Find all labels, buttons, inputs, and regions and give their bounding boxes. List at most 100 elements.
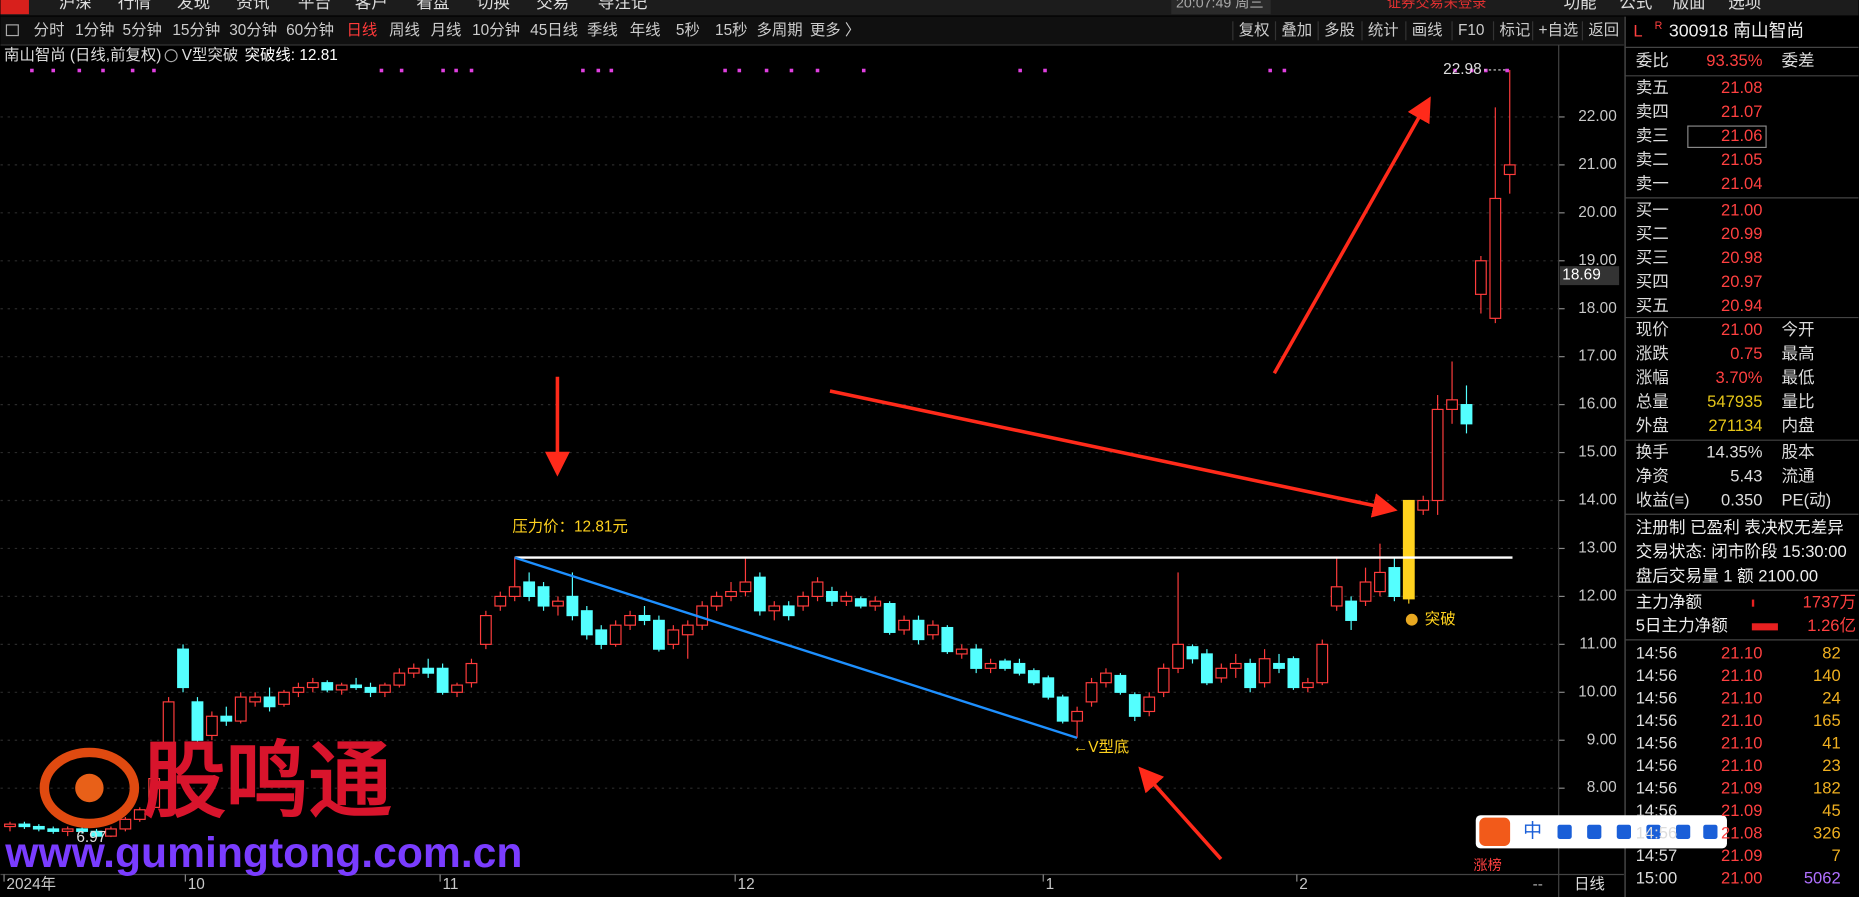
signal-dot <box>77 68 82 73</box>
ime-icon[interactable] <box>1587 824 1602 839</box>
book-label: 买五 <box>1636 296 1669 315</box>
candle-body <box>739 581 752 593</box>
menu-right-item[interactable]: 版面 <box>1672 0 1705 12</box>
signal-dot <box>581 68 585 73</box>
candle-body <box>638 614 651 621</box>
candle-body <box>508 586 521 597</box>
stat-label: 现价 <box>1636 320 1670 339</box>
trade-price: 21.10 <box>1721 643 1763 662</box>
menu-item[interactable]: 行情 <box>118 0 151 12</box>
trade-time: 14:56 <box>1636 734 1677 753</box>
candle-body <box>1460 404 1473 425</box>
period-tab[interactable]: 60分钟 <box>286 21 334 39</box>
menu-item[interactable]: 平台 <box>298 0 331 12</box>
candle-body <box>595 629 608 645</box>
tool-button[interactable]: 统计 <box>1368 21 1399 39</box>
book-label: 卖一 <box>1636 174 1669 193</box>
tool-button[interactable]: 画线 <box>1412 21 1443 39</box>
period-tab[interactable]: 年线 <box>630 21 661 39</box>
trade-volume: 7 <box>1831 846 1840 865</box>
tool-button[interactable]: 多股 <box>1324 21 1355 39</box>
ime-icon[interactable] <box>1616 824 1631 839</box>
ime-logo <box>1479 817 1511 847</box>
ime-icon[interactable] <box>1703 824 1718 839</box>
trade-time: 14:56 <box>1636 824 1677 843</box>
y-tick-label: 12.00 <box>1578 587 1617 604</box>
trade-volume: 326 <box>1813 824 1841 843</box>
period-tab[interactable]: 更多 〉 <box>810 21 860 39</box>
period-tab[interactable]: 1分钟 <box>75 21 114 39</box>
trade-time: 14:56 <box>1636 756 1677 775</box>
candle-body <box>1489 197 1502 319</box>
ime-icon[interactable] <box>1646 824 1661 839</box>
candle-body <box>148 778 161 808</box>
period-tab[interactable]: 5分钟 <box>123 21 162 39</box>
menu-right-item[interactable]: 选项 <box>1728 0 1761 12</box>
menu-item[interactable]: 切换 <box>477 0 511 12</box>
v-bottom-label: ←V型底 <box>1073 738 1129 756</box>
stat-label: 外盘 <box>1636 416 1669 435</box>
book-price: 21.06 <box>1721 126 1763 145</box>
trade-price: 21.10 <box>1721 734 1763 753</box>
period-tab[interactable]: 30分钟 <box>229 21 277 39</box>
tool-button[interactable]: 叠加 <box>1281 21 1312 39</box>
period-tab[interactable]: 周线 <box>389 21 420 39</box>
period-tab[interactable]: 15秒 <box>715 21 748 39</box>
ime-icon[interactable] <box>1557 824 1572 839</box>
candle-body <box>811 581 824 597</box>
menu-item[interactable]: 导注记 <box>598 0 648 12</box>
layout-icon[interactable] <box>5 24 19 37</box>
candle-body <box>1100 672 1112 684</box>
menu-item[interactable]: 沪深 <box>59 0 92 12</box>
candle-body <box>364 686 377 693</box>
period-tab[interactable]: 月线 <box>431 21 462 39</box>
y-tick-label: 10.00 <box>1578 683 1617 700</box>
menu-item[interactable]: 交易 <box>536 0 569 12</box>
x-tick-label: 2 <box>1299 876 1308 893</box>
tool-button[interactable]: 复权 <box>1239 21 1270 39</box>
trade-price: 21.09 <box>1721 846 1763 865</box>
book-price: 20.97 <box>1721 272 1763 291</box>
period-tab[interactable]: 日线 <box>347 21 378 39</box>
login-status: 证券交易未登录 <box>1387 0 1486 11</box>
period-tab[interactable]: 多周期 <box>756 21 802 39</box>
signal-dot <box>789 68 794 73</box>
period-tab[interactable]: 季线 <box>587 21 618 39</box>
candle-body <box>306 682 319 689</box>
period-tab[interactable]: 10分钟 <box>472 21 520 39</box>
candle-body <box>1301 682 1314 689</box>
candle-body <box>725 591 737 597</box>
candle-body <box>1071 710 1084 722</box>
period-tab[interactable]: 45日线 <box>530 21 578 39</box>
candle-body <box>753 576 766 612</box>
menu-item[interactable]: 客户 <box>355 0 388 12</box>
period-tab[interactable]: 15分钟 <box>172 21 220 39</box>
candle-body <box>263 696 276 708</box>
candle-body <box>580 610 593 636</box>
book-label: 卖五 <box>1636 78 1669 97</box>
menu-right-item[interactable]: 公式 <box>1619 0 1653 12</box>
candle-body <box>552 600 564 607</box>
stat-label: 换手 <box>1636 443 1669 462</box>
menu-item[interactable]: 资讯 <box>236 0 270 12</box>
menu-bar <box>0 0 1859 16</box>
menu-item[interactable]: 看盘 <box>416 0 449 12</box>
period-tab[interactable]: 分时 <box>34 21 65 39</box>
trade-time: 14:56 <box>1636 643 1677 662</box>
menu-right-item[interactable]: 功能 <box>1563 0 1596 12</box>
tool-button[interactable]: 返回 <box>1588 21 1619 39</box>
x-tick-label: 1 <box>1046 876 1055 893</box>
v-trend-line <box>514 556 1078 739</box>
period-tab[interactable]: 5秒 <box>676 21 700 39</box>
tool-button[interactable]: F10 <box>1458 22 1485 39</box>
trade-price: 21.00 <box>1721 869 1763 888</box>
annotation-arrow <box>1272 96 1431 375</box>
trade-volume: 45 <box>1822 801 1840 820</box>
menu-item[interactable]: 发现 <box>177 0 210 12</box>
indicator-icon[interactable] <box>164 49 178 63</box>
tool-button[interactable]: +自选 <box>1539 21 1579 39</box>
candle-body <box>1258 658 1271 684</box>
tool-button[interactable]: 标记 <box>1499 21 1530 39</box>
watermark-brand: 股鸣通 <box>143 731 392 829</box>
ime-icon[interactable] <box>1676 824 1691 839</box>
